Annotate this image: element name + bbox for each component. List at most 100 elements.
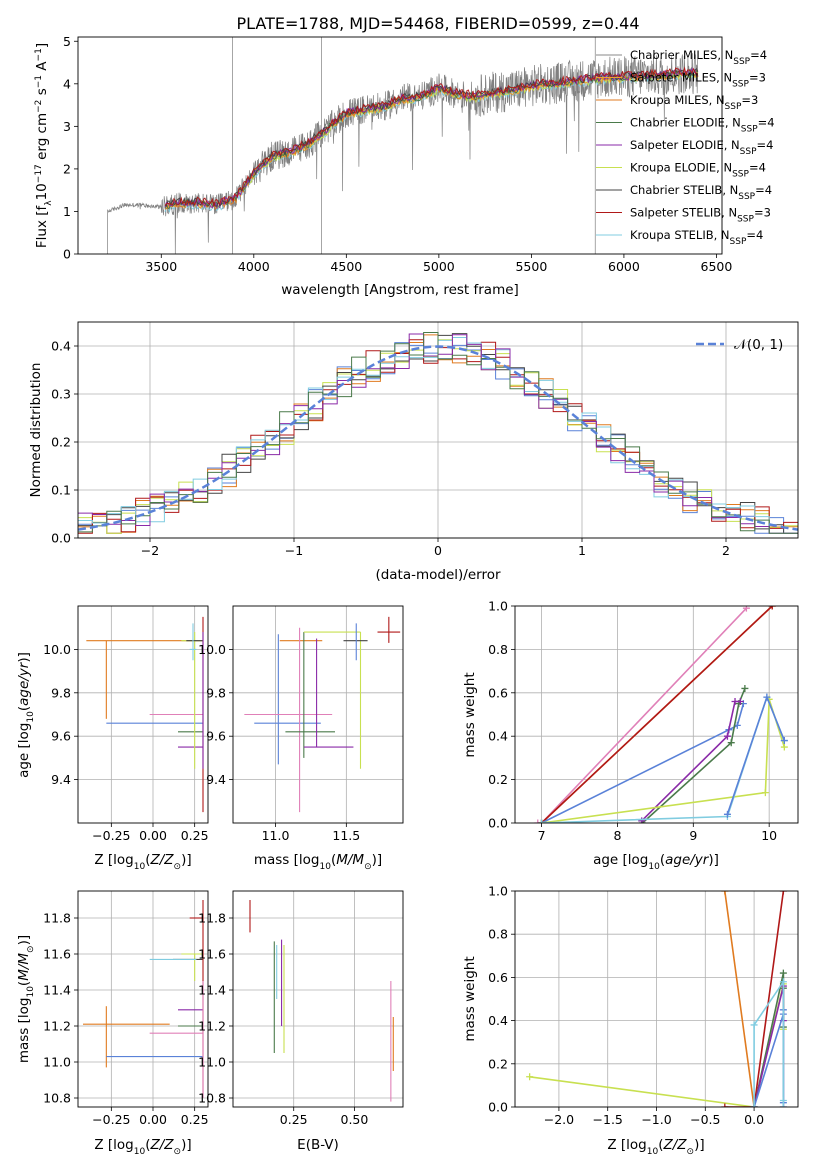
series-marker bbox=[750, 1021, 758, 1029]
series bbox=[534, 606, 750, 823]
x-tick-label: 5500 bbox=[515, 259, 547, 274]
x-tick-label: 5000 bbox=[423, 259, 455, 274]
ticks: −2.0 −1.5 −1.0 −0.5 0.0 0.0 0.2 0.4 0.6 0.8 1.0 bbox=[488, 884, 764, 1128]
series-marker bbox=[768, 606, 776, 610]
y-tick-label: 11.0 bbox=[198, 1055, 226, 1070]
plot-area bbox=[244, 616, 401, 813]
series-marker bbox=[721, 1103, 729, 1107]
series-marker bbox=[779, 1097, 787, 1105]
x-tick-label: 7 bbox=[538, 828, 546, 843]
x-axis-label: E(B-V) bbox=[297, 1137, 339, 1153]
x-axis-label: Z [log10(Z/Z⊙)] bbox=[607, 1137, 704, 1157]
series-marker bbox=[526, 1073, 534, 1081]
x-tick-label: −1.5 bbox=[593, 1112, 623, 1127]
gridlines bbox=[233, 891, 403, 1107]
y-tick-label: 11.6 bbox=[198, 947, 226, 962]
legend: 𝒩(0, 1) bbox=[696, 337, 783, 353]
y-tick-label: 11.2 bbox=[43, 1019, 71, 1034]
y-tick-label: 0.0 bbox=[488, 1100, 508, 1115]
y-tick-label: 3 bbox=[63, 119, 71, 134]
series-line bbox=[753, 1009, 785, 1107]
series bbox=[750, 978, 787, 1107]
x-tick-label: 4500 bbox=[330, 259, 362, 274]
plot-area bbox=[249, 900, 394, 1102]
panel-spectrum: 3500 4000 4500 5000 5500 6000 6500 0 1 2 3 4 5 Chabri… bbox=[34, 34, 775, 298]
y-axis-label: Normed distribution bbox=[28, 363, 44, 498]
ticks: 11.0 11.5 9.4 9.6 9.8 10.0 bbox=[198, 642, 360, 843]
axes-frame bbox=[77, 321, 799, 539]
plot-area bbox=[86, 616, 204, 813]
series-marker bbox=[779, 1103, 787, 1107]
x-tick-label: 11.5 bbox=[332, 828, 360, 843]
axes-frame bbox=[232, 605, 404, 824]
axes-frame bbox=[77, 890, 209, 1108]
legend-entry: Kroupa STELIB, NSSP=4 bbox=[630, 228, 763, 247]
data-point bbox=[254, 634, 321, 765]
x-tick-label: 0.50 bbox=[341, 1112, 369, 1127]
x-axis-label: Z [log10(Z/Z⊙)] bbox=[94, 852, 191, 872]
panels: 3500 4000 4500 5000 5500 6000 6500 0 1 2 3 4 5 Chabri… bbox=[16, 34, 799, 1157]
model-spectrum bbox=[164, 67, 699, 209]
series-marker bbox=[721, 891, 729, 895]
x-tick-label: 0.25 bbox=[181, 1112, 209, 1127]
axes-frame bbox=[514, 605, 799, 824]
y-tick-label: 1 bbox=[63, 204, 71, 219]
y-tick-label: 0.4 bbox=[51, 339, 71, 354]
x-tick-label: 9 bbox=[689, 828, 697, 843]
y-tick-label: 11.6 bbox=[43, 947, 71, 962]
plot-area bbox=[526, 891, 787, 1107]
y-tick-label: 0.8 bbox=[488, 927, 508, 942]
data-point bbox=[303, 631, 362, 769]
data-point bbox=[189, 623, 197, 661]
y-tick-label: 11.8 bbox=[43, 911, 71, 926]
x-tick-label: 0.00 bbox=[139, 828, 167, 843]
x-tick-label: −2 bbox=[141, 543, 159, 558]
axis-label-age: age [log10(age/yr)] bbox=[16, 652, 36, 778]
x-axis-label: wavelength [Angstrom, rest frame] bbox=[281, 282, 519, 298]
legend: Chabrier MILES, NSSP=4 Salpeter MILES, NS… bbox=[596, 48, 775, 247]
y-tick-label: 0.1 bbox=[51, 483, 71, 498]
series-marker bbox=[763, 693, 771, 701]
x-tick-label: 2 bbox=[722, 543, 730, 558]
axes-frame bbox=[77, 36, 723, 255]
legend-entry: Kroupa MILES, NSSP=3 bbox=[630, 93, 758, 112]
legend-entry: 𝒩(0, 1) bbox=[734, 337, 783, 353]
series-marker bbox=[723, 810, 731, 818]
y-tick-label: 0 bbox=[63, 247, 71, 262]
ticks: −2 −1 0 1 2 0.0 0.1 0.2 0.3 0.4 bbox=[51, 339, 730, 559]
y-tick-label: 11.4 bbox=[43, 983, 71, 998]
y-tick-label: 0.2 bbox=[488, 772, 508, 787]
legend-entry: Salpeter MILES, NSSP=3 bbox=[630, 71, 766, 90]
series bbox=[538, 700, 747, 823]
data-point bbox=[83, 1006, 170, 1068]
y-tick-label: 11.8 bbox=[198, 911, 226, 926]
y-tick-label: 9.8 bbox=[206, 685, 226, 700]
series-marker bbox=[742, 606, 750, 612]
legend-entry: Salpeter STELIB, NSSP=3 bbox=[630, 206, 771, 225]
axis-label-mass: mass [log10(M/M⊙)] bbox=[254, 852, 382, 872]
legend-entry: Chabrier ELODIE, NSSP=4 bbox=[630, 116, 775, 135]
series-marker bbox=[780, 737, 788, 745]
ticks: 0.25 0.50 10.8 11.0 11.2 11.4 11.6 11.8 bbox=[198, 911, 368, 1128]
y-tick-label: 11.2 bbox=[198, 1019, 226, 1034]
data-point bbox=[377, 616, 401, 643]
x-tick-label: 1 bbox=[578, 543, 586, 558]
y-tick-label: 10.0 bbox=[198, 642, 226, 657]
panel-massweight_vs_Z: −2.0 −1.5 −1.0 −0.5 0.0 0.0 0.2 0.4 0.6 0.8 1.0 Z [… bbox=[462, 884, 799, 1157]
y-tick-label: 0.4 bbox=[488, 729, 508, 744]
y-tick-label: 9.4 bbox=[51, 772, 71, 787]
y-tick-label: 0.4 bbox=[488, 1013, 508, 1028]
y-tick-label: 0.8 bbox=[488, 642, 508, 657]
x-tick-label: −0.25 bbox=[92, 828, 130, 843]
series-line bbox=[541, 606, 773, 823]
y-tick-label: 2 bbox=[63, 161, 71, 176]
model-spectrum bbox=[164, 67, 699, 208]
series-line bbox=[641, 688, 746, 823]
y-tick-label: 0.2 bbox=[488, 1056, 508, 1071]
x-axis-label: Z [log10(Z/Z⊙)] bbox=[94, 1137, 191, 1157]
ticks: −0.25 0.00 0.25 10.8 11.0 11.2 11.4 11.6 11.8 bbox=[43, 911, 208, 1128]
panel-massweight_vs_age: 7 8 9 10 0.0 0.2 0.4 0.6 0.8 1.0 age [log10(age/yr… bbox=[462, 599, 799, 872]
y-tick-label: 0.0 bbox=[51, 531, 71, 546]
data-point bbox=[181, 953, 203, 981]
